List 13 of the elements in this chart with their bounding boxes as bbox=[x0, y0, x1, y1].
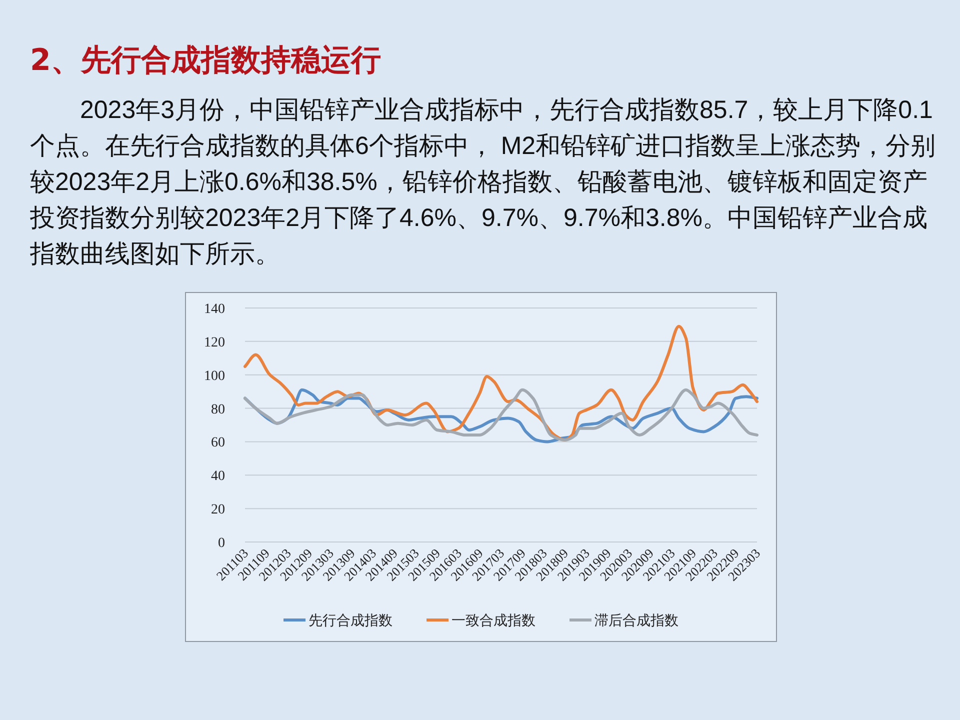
y-tick-label: 20 bbox=[211, 502, 225, 518]
y-tick-label: 0 bbox=[218, 536, 225, 551]
y-tick-label: 120 bbox=[204, 335, 225, 350]
chart-title: 2、先行合成指数持稳运行 bbox=[30, 42, 381, 80]
chart-subtitle: 2023年3月份，中国铅锌产业合成指标中，先行合成指数85.7，较上月下降0.1个点。在先行合成指数的具体6个指标中， M2和铅锌矿进口指数呈上涨态势，分别较2023年2月上涨0.6%和38.5%，铅锌价格指数、铅酸蓄电池、镀锌板和固定资产投资指数分别较2023年2月下降了4.6%、9.7%、9.7%和3.8%。中国铅锌产业合成指数曲线图如下所示。 bbox=[30, 95, 937, 270]
y-tick-label: 100 bbox=[204, 368, 225, 384]
legend-label: 先行合成指数 bbox=[308, 612, 392, 628]
y-tick-label: 40 bbox=[211, 469, 225, 484]
y-tick-label: 80 bbox=[211, 402, 225, 418]
y-tick-label: 140 bbox=[204, 302, 225, 317]
legend-label: 滞后合成指数 bbox=[594, 612, 678, 628]
legend-label: 一致合成指数 bbox=[452, 612, 536, 628]
y-tick-label: 60 bbox=[211, 436, 225, 451]
